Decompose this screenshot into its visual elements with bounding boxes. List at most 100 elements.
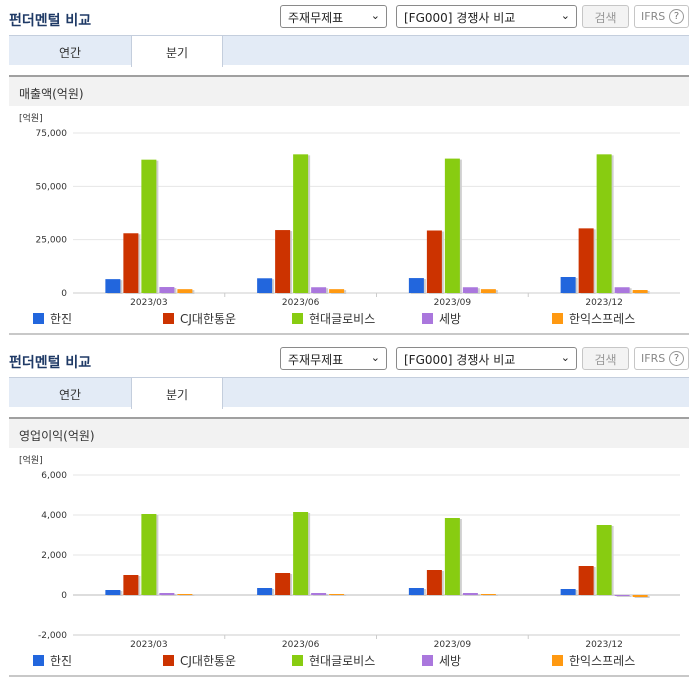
bar[interactable] xyxy=(614,287,630,293)
bar[interactable] xyxy=(614,595,630,596)
legend-item[interactable]: 한진 xyxy=(33,652,72,669)
tab-annual[interactable]: 연간 xyxy=(58,46,82,60)
bar[interactable] xyxy=(578,566,594,595)
bar[interactable] xyxy=(257,588,273,595)
bar[interactable] xyxy=(177,289,193,293)
legend-item[interactable]: 한진 xyxy=(33,310,72,327)
statement-type-value: 주재무제표 xyxy=(288,11,344,25)
legend-item[interactable]: 세방 xyxy=(422,310,461,327)
bar[interactable] xyxy=(293,512,309,595)
bar-shadow xyxy=(482,595,498,596)
peer-group-select[interactable]: [FG000] 경쟁사 비교 ⌄ xyxy=(396,5,577,28)
revenue-bar-chart: [억원] 0 25,000 50,000 75,000 2023/03 2023/06 202… xyxy=(19,112,680,306)
legend-label: 한익스프레스 xyxy=(569,312,636,326)
tab-quarterly[interactable]: 분기 xyxy=(131,36,223,67)
bar[interactable] xyxy=(257,278,273,293)
bar[interactable] xyxy=(426,230,442,293)
statement-type-select[interactable]: 주재무제표 ⌄ xyxy=(280,347,387,370)
legend-label: 현대글로비스 xyxy=(309,312,376,326)
bar[interactable] xyxy=(408,278,424,293)
bar[interactable] xyxy=(105,590,121,595)
bar[interactable] xyxy=(444,158,460,293)
legend-item[interactable]: 한익스프레스 xyxy=(552,310,635,327)
bar[interactable] xyxy=(123,575,139,595)
bar[interactable] xyxy=(275,573,291,595)
bar[interactable] xyxy=(632,290,648,293)
legend-label: 세방 xyxy=(439,312,462,326)
bar[interactable] xyxy=(293,154,309,293)
legend-label: CJ대한통운 xyxy=(180,654,237,668)
ifrs-button[interactable]: IFRS ? xyxy=(634,5,689,28)
peer-group-value: [FG000] 경쟁사 비교 xyxy=(404,11,516,25)
bar[interactable] xyxy=(480,594,496,595)
x-tick-label: 2023/06 xyxy=(282,298,320,306)
panel-header: 펀더멘털 비교 주재무제표 ⌄ [FG000] 경쟁사 비교 ⌄ 검색 IFRS… xyxy=(0,342,696,376)
y-tick-label: 4,000 xyxy=(41,511,67,521)
panel-title: 펀더멘털 비교 xyxy=(9,355,92,371)
legend-item[interactable]: CJ대한통운 xyxy=(163,652,236,669)
y-tick-label: -2,000 xyxy=(38,631,67,641)
y-tick-label: 0 xyxy=(61,591,67,601)
bar[interactable] xyxy=(311,593,327,595)
legend-swatch xyxy=(163,655,174,666)
bar[interactable] xyxy=(275,230,291,293)
bar[interactable] xyxy=(578,228,594,293)
search-button[interactable]: 검색 xyxy=(582,5,629,28)
legend-swatch xyxy=(552,313,563,324)
bar[interactable] xyxy=(141,514,157,595)
bar[interactable] xyxy=(560,589,576,595)
statement-type-select[interactable]: 주재무제표 ⌄ xyxy=(280,5,387,28)
help-icon[interactable]: ? xyxy=(669,351,684,366)
bar[interactable] xyxy=(105,279,121,293)
bar[interactable] xyxy=(311,287,327,293)
peer-group-select[interactable]: [FG000] 경쟁사 비교 ⌄ xyxy=(396,347,577,370)
legend-item[interactable]: 현대글로비스 xyxy=(292,310,375,327)
bar[interactable] xyxy=(596,525,612,595)
bar[interactable] xyxy=(159,287,175,293)
legend-label: 세방 xyxy=(439,654,462,668)
bar[interactable] xyxy=(141,159,157,293)
bar[interactable] xyxy=(462,593,478,595)
bar[interactable] xyxy=(560,277,576,293)
legend-item[interactable]: 세방 xyxy=(422,652,461,669)
bar[interactable] xyxy=(177,594,193,595)
bar[interactable] xyxy=(426,570,442,595)
tab-annual[interactable]: 연간 xyxy=(58,388,82,402)
x-tick-label: 2023/03 xyxy=(130,298,167,306)
help-icon[interactable]: ? xyxy=(669,9,684,24)
bar[interactable] xyxy=(408,588,424,595)
tab-quarterly[interactable]: 분기 xyxy=(131,378,223,409)
chevron-down-icon: ⌄ xyxy=(560,351,570,364)
bar[interactable] xyxy=(159,593,175,595)
legend-item[interactable]: 현대글로비스 xyxy=(292,652,375,669)
bar[interactable] xyxy=(596,154,612,293)
bar[interactable] xyxy=(329,289,345,293)
divider xyxy=(9,675,689,677)
fundamental-panel-revenue: 펀더멘털 비교 주재무제표 ⌄ [FG000] 경쟁사 비교 ⌄ 검색 IFRS… xyxy=(9,5,689,335)
y-tick-label: 6,000 xyxy=(41,471,67,481)
ifrs-button[interactable]: IFRS ? xyxy=(634,347,689,370)
bar-shadow xyxy=(331,595,347,596)
bar[interactable] xyxy=(123,233,139,293)
legend-swatch xyxy=(422,313,433,324)
legend-item[interactable]: 한익스프레스 xyxy=(552,652,635,669)
bar[interactable] xyxy=(462,287,478,293)
legend-swatch xyxy=(33,655,44,666)
panel-title: 펀더멘털 비교 xyxy=(9,13,92,29)
legend-swatch xyxy=(163,313,174,324)
search-button[interactable]: 검색 xyxy=(582,347,629,370)
bar[interactable] xyxy=(480,289,496,293)
bar[interactable] xyxy=(329,594,345,595)
bar[interactable] xyxy=(632,595,648,597)
legend-label: CJ대한통운 xyxy=(180,312,237,326)
unit-label: [억원] xyxy=(19,112,43,124)
legend-item[interactable]: CJ대한통운 xyxy=(163,310,236,327)
chevron-down-icon: ⌄ xyxy=(560,9,570,22)
period-tabs: 연간 분기 xyxy=(9,377,689,409)
bar[interactable] xyxy=(444,518,460,595)
y-tick-label: 50,000 xyxy=(36,182,68,192)
legend-label: 한익스프레스 xyxy=(569,654,636,668)
legend-swatch xyxy=(292,313,303,324)
section-title: 영업이익(억원) xyxy=(9,417,689,448)
ifrs-label: IFRS xyxy=(641,352,666,365)
